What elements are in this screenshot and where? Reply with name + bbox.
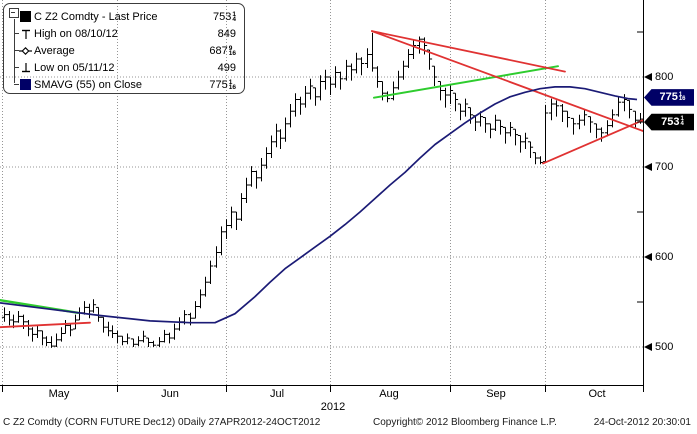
last-price-badge: 753 1 4 xyxy=(644,113,694,131)
legend-label: High on 08/10/12 xyxy=(34,27,118,40)
red-downtrend-steep xyxy=(371,30,644,132)
legend-row-last-price[interactable]: C Z2 Comdty - Last Price 753 1 4 xyxy=(4,8,242,25)
y-axis-label: 800 xyxy=(655,71,674,83)
legend-value: 753 1 4 xyxy=(213,10,236,23)
legend-row-high[interactable]: High on 08/10/12 849 xyxy=(4,25,242,42)
legend-label: Low on 05/11/12 xyxy=(34,61,115,74)
x-axis-month-label: Sep xyxy=(486,388,506,400)
y-axis-arrow-icon xyxy=(644,163,652,171)
footer-contract-text: Dec12) 0Daily 27APR2012-24OCT2012 xyxy=(143,417,321,428)
y-axis-arrow-icon xyxy=(644,253,652,261)
smavg-badge: 775 1 16 xyxy=(644,89,694,106)
legend-tree-line xyxy=(14,19,15,83)
red-uptrend-october xyxy=(542,119,644,165)
y-axis-label: 700 xyxy=(655,161,674,173)
footer-security-text: C Z2 Comdty (CORN FUTURE xyxy=(3,417,141,428)
y-axis-arrow-icon xyxy=(644,343,652,351)
legend-value: 499 xyxy=(217,61,236,74)
green-rising-august xyxy=(373,65,559,99)
legend-label: C Z2 Comdty - Last Price xyxy=(34,10,158,23)
x-axis-month-label: Oct xyxy=(588,388,606,400)
legend-value: 849 xyxy=(217,27,236,40)
legend-collapse-expander-icon[interactable] xyxy=(9,8,19,18)
x-axis-month-label: Aug xyxy=(379,388,399,400)
legend-row-smavg[interactable]: SMAVG (55) on Close 775 1 16 xyxy=(4,76,242,93)
legend-label: SMAVG (55) on Close xyxy=(34,78,143,91)
legend-row-average[interactable]: Average 687 9 16 xyxy=(4,42,242,59)
x-axis-month-label: Jul xyxy=(269,388,285,400)
y-axis-arrow-icon xyxy=(644,73,652,81)
footer-copyright-text: Copyright© 2012 Bloomberg Finance L.P. xyxy=(373,417,557,428)
x-axis-year-label: 2012 xyxy=(320,401,346,413)
average-marker-icon xyxy=(19,45,32,57)
low-marker-icon xyxy=(19,62,32,74)
legend-value: 687 9 16 xyxy=(209,44,236,57)
legend-value: 775 1 16 xyxy=(209,78,236,91)
last-price-swatch-icon xyxy=(19,11,32,23)
y-axis-label: 500 xyxy=(655,341,674,353)
legend-box: C Z2 Comdty - Last Price 753 1 4 High on 0… xyxy=(3,3,245,94)
footer-datetime-text: 24-Oct-2012 20:30:01 xyxy=(593,417,691,428)
smavg-line xyxy=(0,86,638,324)
x-axis-month-label: Jun xyxy=(161,388,179,400)
smavg-swatch-icon xyxy=(19,79,32,91)
y-axis-label: 600 xyxy=(655,251,674,263)
high-marker-icon xyxy=(19,28,32,40)
x-axis-month-label: May xyxy=(48,388,70,400)
red-downtrend-shallow xyxy=(371,30,566,73)
legend-row-low[interactable]: Low on 05/11/12 499 xyxy=(4,59,242,76)
red-support-short xyxy=(0,321,91,329)
legend-label: Average xyxy=(34,44,75,57)
